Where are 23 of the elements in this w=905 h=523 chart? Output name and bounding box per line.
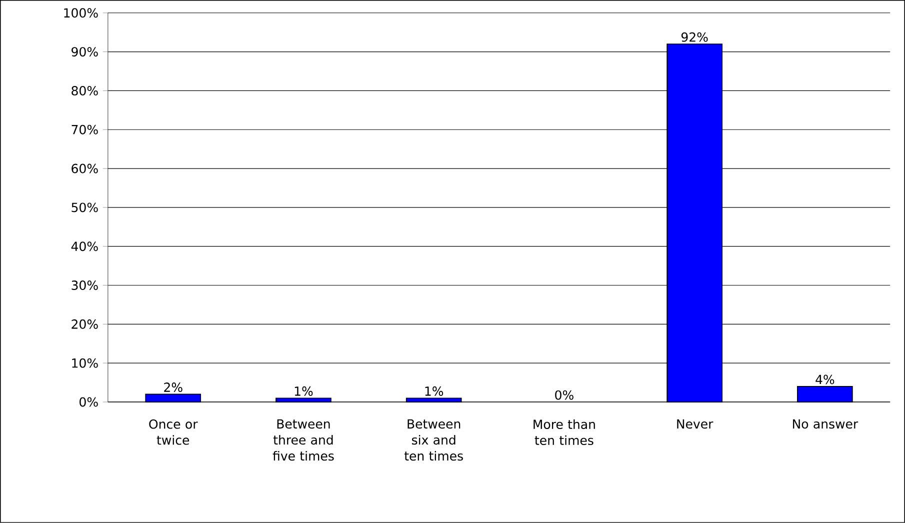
data-label: 92%	[681, 32, 708, 42]
x-tick-label: No answer	[792, 419, 858, 429]
y-tick-label: 30%	[72, 280, 98, 290]
x-tick-label: Between six and ten times	[404, 419, 463, 461]
y-tick-label: 100%	[64, 8, 98, 18]
y-tick-label: 70%	[72, 124, 98, 134]
x-tick-label: More than ten times	[534, 419, 595, 446]
data-label: 1%	[425, 386, 444, 396]
data-label: 0%	[555, 390, 574, 400]
data-label: 4%	[816, 374, 834, 384]
y-tick-label: 10%	[72, 358, 98, 368]
data-label: 1%	[294, 386, 313, 396]
y-tick-label: 80%	[72, 86, 98, 96]
y-tick-label: 40%	[71, 242, 98, 252]
y-tick-label: 20%	[72, 319, 98, 329]
y-tick-label: 0%	[80, 397, 98, 407]
y-tick-label: 90%	[72, 47, 98, 57]
x-tick-label: Between three and five times	[272, 419, 334, 461]
data-label: 2%	[164, 382, 182, 392]
x-tick-label: Once or twice	[149, 419, 198, 445]
y-tick-label: 50%	[72, 202, 98, 212]
x-tick-label: Never	[677, 419, 714, 429]
y-tick-label: 60%	[72, 164, 98, 174]
